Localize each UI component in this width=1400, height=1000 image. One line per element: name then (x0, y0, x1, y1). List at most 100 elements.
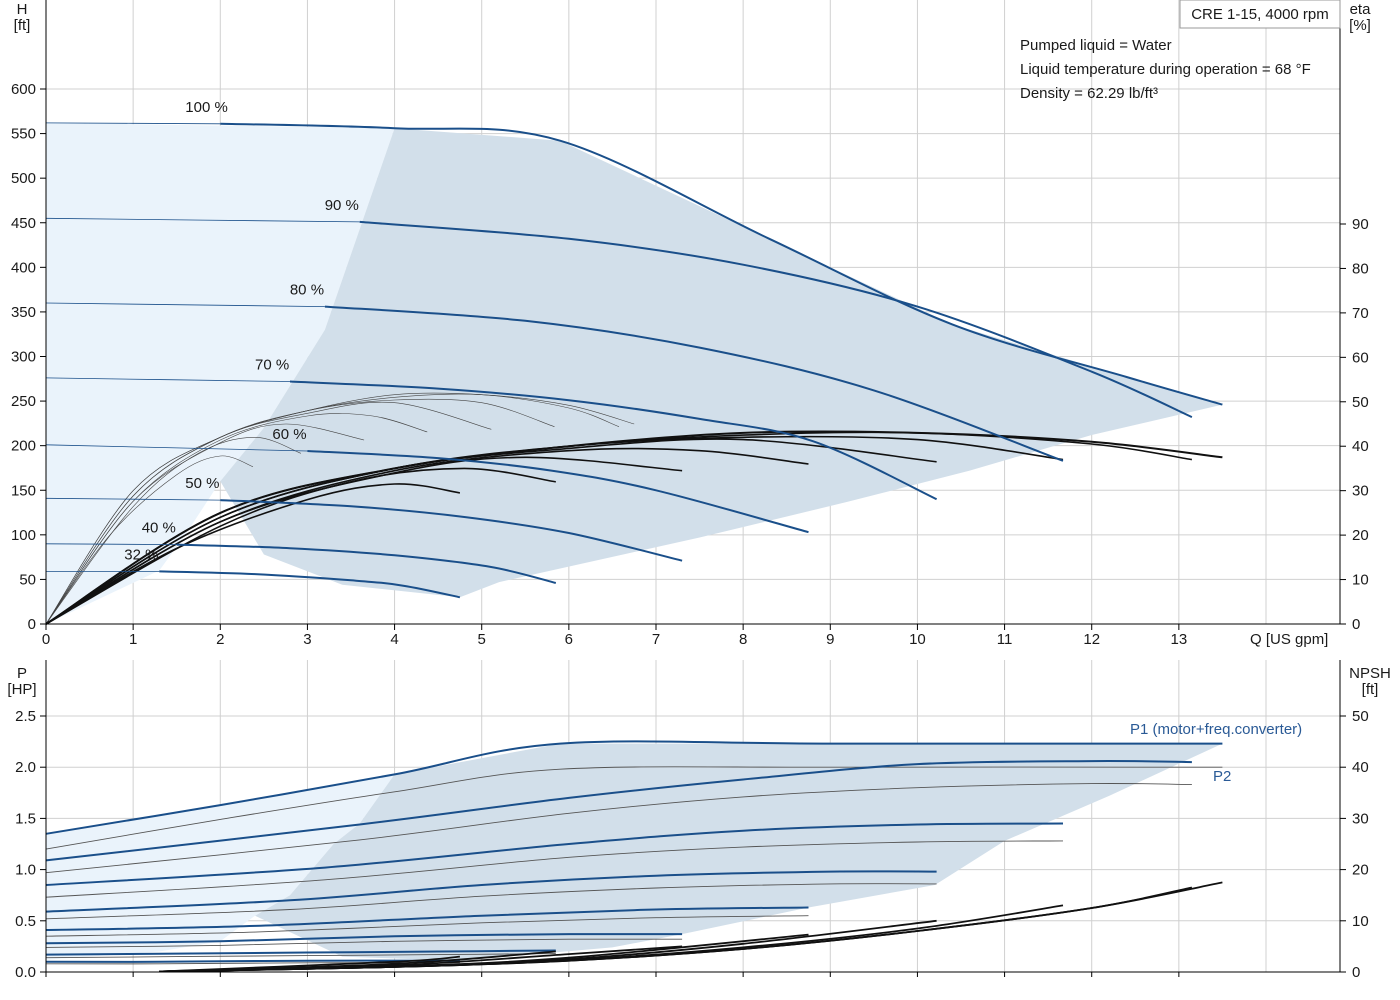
npsh-curves (159, 881, 1223, 973)
power-tick-label-1.5: 1.5 (15, 810, 36, 827)
power-curve-p132 (45, 959, 460, 963)
power-curve-p240 (45, 953, 556, 959)
head-tick-label-500: 500 (11, 170, 36, 187)
head-tick-label-200: 200 (11, 438, 36, 455)
power-operating-area (46, 743, 1223, 961)
power-curve-p150 (45, 932, 683, 945)
head-curve-70 (289, 380, 938, 501)
head-curve-thin-0 (45, 122, 221, 125)
head-tick-label-300: 300 (11, 349, 36, 366)
power-curves (45, 740, 1223, 965)
speed-label-70: 70 % (255, 356, 289, 373)
legend-p1: P1 (motor+freq.converter) (1130, 721, 1302, 738)
eta-axis-label: eta (1350, 1, 1372, 18)
efficiency-curves (45, 430, 1223, 625)
head-operating-area (46, 122, 1223, 625)
eta-tick-label-0: 0 (1352, 616, 1360, 633)
flow-tick-label-1: 1 (129, 631, 137, 648)
flow-tick-label-4: 4 (390, 631, 398, 648)
head-tick-label-100: 100 (11, 527, 36, 544)
head-tick-label-550: 550 (11, 126, 36, 143)
npsh-axis-label: NPSH (1349, 665, 1391, 682)
head-curve-90 (359, 220, 1193, 419)
power-tick-label-2.5: 2.5 (15, 708, 36, 725)
head-tick-label-400: 400 (11, 259, 36, 276)
power-curve-p1100 (45, 740, 1223, 835)
head-curve-thin-1 (45, 217, 360, 223)
head-labels: 100 % 90 % 80 % 70 % 60 % 50 % 40 % 32 % (124, 99, 359, 564)
head-curve-80 (324, 305, 1064, 462)
chart-title-box: CRE 1-15, 4000 rpm (1179, 0, 1341, 29)
power-curve-p170 (45, 870, 937, 913)
speed-label-80: 80 % (290, 282, 324, 299)
npsh-axis-unit: [ft] (1362, 681, 1379, 698)
head-tick-label-50: 50 (19, 571, 36, 588)
power-curve-p140 (45, 949, 556, 956)
liquid-info-box: Pumped liquid = Water Liquid temperature… (1020, 37, 1311, 102)
flow-tick-label-2: 2 (216, 631, 224, 648)
flow-tick-label-8: 8 (739, 631, 747, 648)
eta-curve-32 (45, 483, 461, 625)
power-tick-label-1.0: 1.0 (15, 862, 36, 879)
eta-tick-label-30: 30 (1352, 483, 1369, 500)
eta-thin-curve-1 (45, 393, 620, 625)
npsh-curve-32 (159, 955, 460, 973)
head-curves (45, 122, 1223, 599)
power-tick-label-0.5: 0.5 (15, 913, 36, 930)
head-tick-label-250: 250 (11, 393, 36, 410)
speed-label-50: 50 % (185, 475, 219, 492)
power-curve-p160 (45, 906, 809, 931)
power-operating-region (255, 743, 1223, 961)
power-axis-unit: [HP] (7, 681, 36, 698)
speed-label-32: 32 % (124, 546, 158, 563)
npsh-tick-label-0: 0 (1352, 964, 1360, 981)
flow-tick-label-10: 10 (909, 631, 926, 648)
power-curve-p232 (45, 962, 460, 965)
head-curve-32 (159, 570, 461, 599)
eta-axis-unit: [%] (1349, 17, 1371, 34)
power-curve-p270 (45, 883, 937, 920)
speed-label-100: 100 % (185, 99, 228, 116)
npsh-tick-label-50: 50 (1352, 708, 1369, 725)
legend-p2: P2 (1213, 768, 1231, 785)
power-curve-p280 (45, 840, 1064, 898)
head-tick-label-450: 450 (11, 215, 36, 232)
npsh-tick-label-30: 30 (1352, 810, 1369, 827)
head-curve-50 (220, 499, 683, 562)
eta-tick-label-10: 10 (1352, 572, 1369, 589)
power-curve-p180 (45, 822, 1064, 886)
head-curve-40 (176, 543, 557, 584)
flow-tick-label-7: 7 (652, 631, 660, 648)
eta-thin-curve-7 (45, 455, 254, 625)
npsh-tick-label-20: 20 (1352, 862, 1369, 879)
eta-tick-label-60: 60 (1352, 349, 1369, 366)
flow-tick-label-5: 5 (478, 631, 486, 648)
power-low-speed-area (46, 774, 395, 960)
speed-label-60: 60 % (272, 426, 306, 443)
head-tick-label-150: 150 (11, 482, 36, 499)
power-axis-label: P (17, 665, 27, 682)
flow-tick-label-13: 13 (1171, 631, 1188, 648)
power-curve-p190 (45, 760, 1192, 862)
flow-tick-label-11: 11 (997, 631, 1013, 648)
speed-label-90: 90 % (325, 197, 359, 214)
head-axes: 0501001502002503003504004505005506000102… (11, 0, 1369, 648)
head-tick-label-600: 600 (11, 81, 36, 98)
info-pumped-liquid: Pumped liquid = Water (1020, 37, 1172, 54)
power-curve-p250 (45, 938, 683, 948)
head-curve-thin-2 (45, 302, 325, 307)
head-axis-label: H (17, 1, 28, 18)
head-panel: 0501001502002503003504004505005506000102… (11, 0, 1369, 648)
power-curve-p2100 (45, 766, 1223, 850)
eta-tick-label-90: 90 (1352, 216, 1369, 233)
eta-tick-label-40: 40 (1352, 438, 1369, 455)
flow-tick-label-3: 3 (303, 631, 311, 648)
head-operating-region (220, 128, 1223, 598)
head-curve-thin-6 (45, 543, 177, 545)
power-curve-p290 (45, 783, 1192, 874)
power-tick-label-2.0: 2.0 (15, 759, 36, 776)
info-density: Density = 62.29 lb/ft³ (1020, 85, 1158, 102)
flow-axis-label: Q [US gpm] (1250, 631, 1328, 648)
eta-tick-label-20: 20 (1352, 527, 1369, 544)
